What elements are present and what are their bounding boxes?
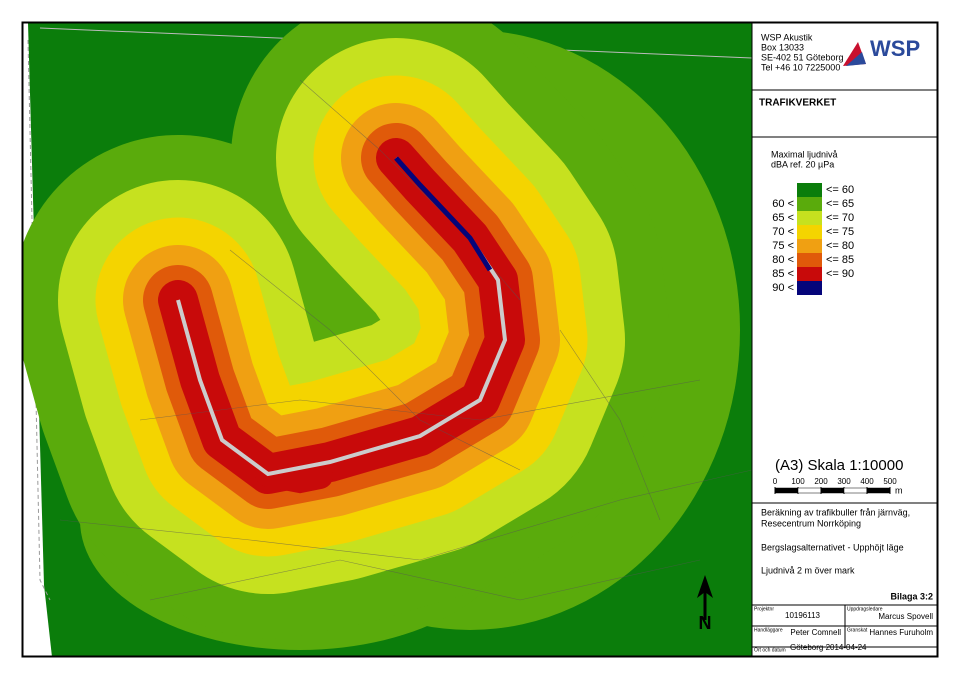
address: SE-402 51 Göteborg — [761, 52, 844, 62]
legend: <= 60 60 < <= 65 65 < <= 70 70 < <= 75 75 < <= 8… — [772, 183, 854, 295]
client: TRAFIKVERKET — [759, 98, 836, 109]
legend-swatch — [797, 211, 822, 225]
logo-text: WSP — [870, 36, 920, 61]
legend-title: dBA ref. 20 µPa — [771, 159, 834, 169]
north-arrow: N — [697, 575, 713, 633]
legend-lower: 75 < — [772, 240, 794, 252]
scale-segment — [866, 487, 891, 494]
scale-tick-label: 0 — [773, 477, 778, 486]
legend-lower: 70 < — [772, 226, 794, 238]
info-label: Handläggare — [754, 627, 783, 633]
info-value: Marcus Spovell — [878, 612, 933, 621]
panel-lines — [751, 22, 938, 657]
boundary — [27, 39, 51, 601]
frame — [21, 21, 939, 658]
scale-tick-label: 400 — [860, 477, 874, 486]
scale-unit: m — [895, 485, 903, 495]
description: Resecentrum Norrköping — [761, 518, 861, 528]
legend-lower: 60 < — [772, 198, 794, 210]
legend-upper: <= 75 — [826, 226, 854, 238]
address: Box 13033 — [761, 42, 804, 52]
appendix: Bilaga 3:2 — [890, 591, 933, 601]
legend-lower: 65 < — [772, 212, 794, 224]
legend-lower: 90 < — [772, 282, 794, 294]
scale-title: (A3) Skala 1:10000 — [775, 457, 903, 474]
info-value: Hannes Furuholm — [869, 628, 933, 637]
legend-swatch — [797, 183, 822, 197]
scale-tick-label: 500 — [883, 477, 897, 486]
scale-tick-label: 100 — [791, 477, 805, 486]
scale-tick-label: 200 — [814, 477, 828, 486]
legend-upper: <= 85 — [826, 254, 854, 266]
legend-title: Maximal ljudnivå — [771, 149, 838, 159]
scale-segment — [774, 487, 799, 494]
legend-upper: <= 90 — [826, 268, 854, 280]
info-label: Granskat — [847, 627, 868, 633]
legend-upper: <= 80 — [826, 240, 854, 252]
railway-high — [394, 156, 493, 272]
legend-upper: <= 65 — [826, 198, 854, 210]
info-value: 10196113 — [785, 611, 821, 620]
noise-band — [255, 461, 333, 494]
legend-upper: <= 60 — [826, 184, 854, 196]
north-label: N — [699, 613, 712, 633]
legend-swatch — [797, 239, 822, 253]
scale-tick-label: 300 — [837, 477, 851, 486]
address: Tel +46 10 7225000 — [761, 62, 840, 72]
scale-segment — [820, 487, 845, 494]
info-label: Ort och datum — [754, 647, 786, 653]
scale-segment — [843, 487, 868, 494]
scale-segment — [797, 487, 822, 494]
legend-swatch — [797, 225, 822, 239]
map: N — [23, 23, 752, 656]
legend-swatch — [797, 267, 822, 281]
info-value: Göteborg 2014-04-24 — [790, 643, 867, 652]
info-label: Uppdragsledare — [847, 606, 883, 612]
legend-swatch — [797, 281, 822, 295]
legend-swatch — [797, 197, 822, 211]
address: WSP Akustik — [761, 32, 813, 42]
description: Ljudnivå 2 m över mark — [761, 565, 855, 575]
description: Beräkning av trafikbuller från järnväg, — [761, 507, 910, 517]
info-value: Peter Comnell — [790, 628, 841, 637]
legend-lower: 80 < — [772, 254, 794, 266]
wsp-logo: WSP — [843, 36, 920, 66]
info-label: Projektnr — [754, 606, 774, 612]
legend-swatch — [797, 253, 822, 267]
legend-lower: 85 < — [772, 268, 794, 280]
legend-upper: <= 70 — [826, 212, 854, 224]
description: Bergslagsalternativet - Upphöjt läge — [761, 542, 904, 552]
